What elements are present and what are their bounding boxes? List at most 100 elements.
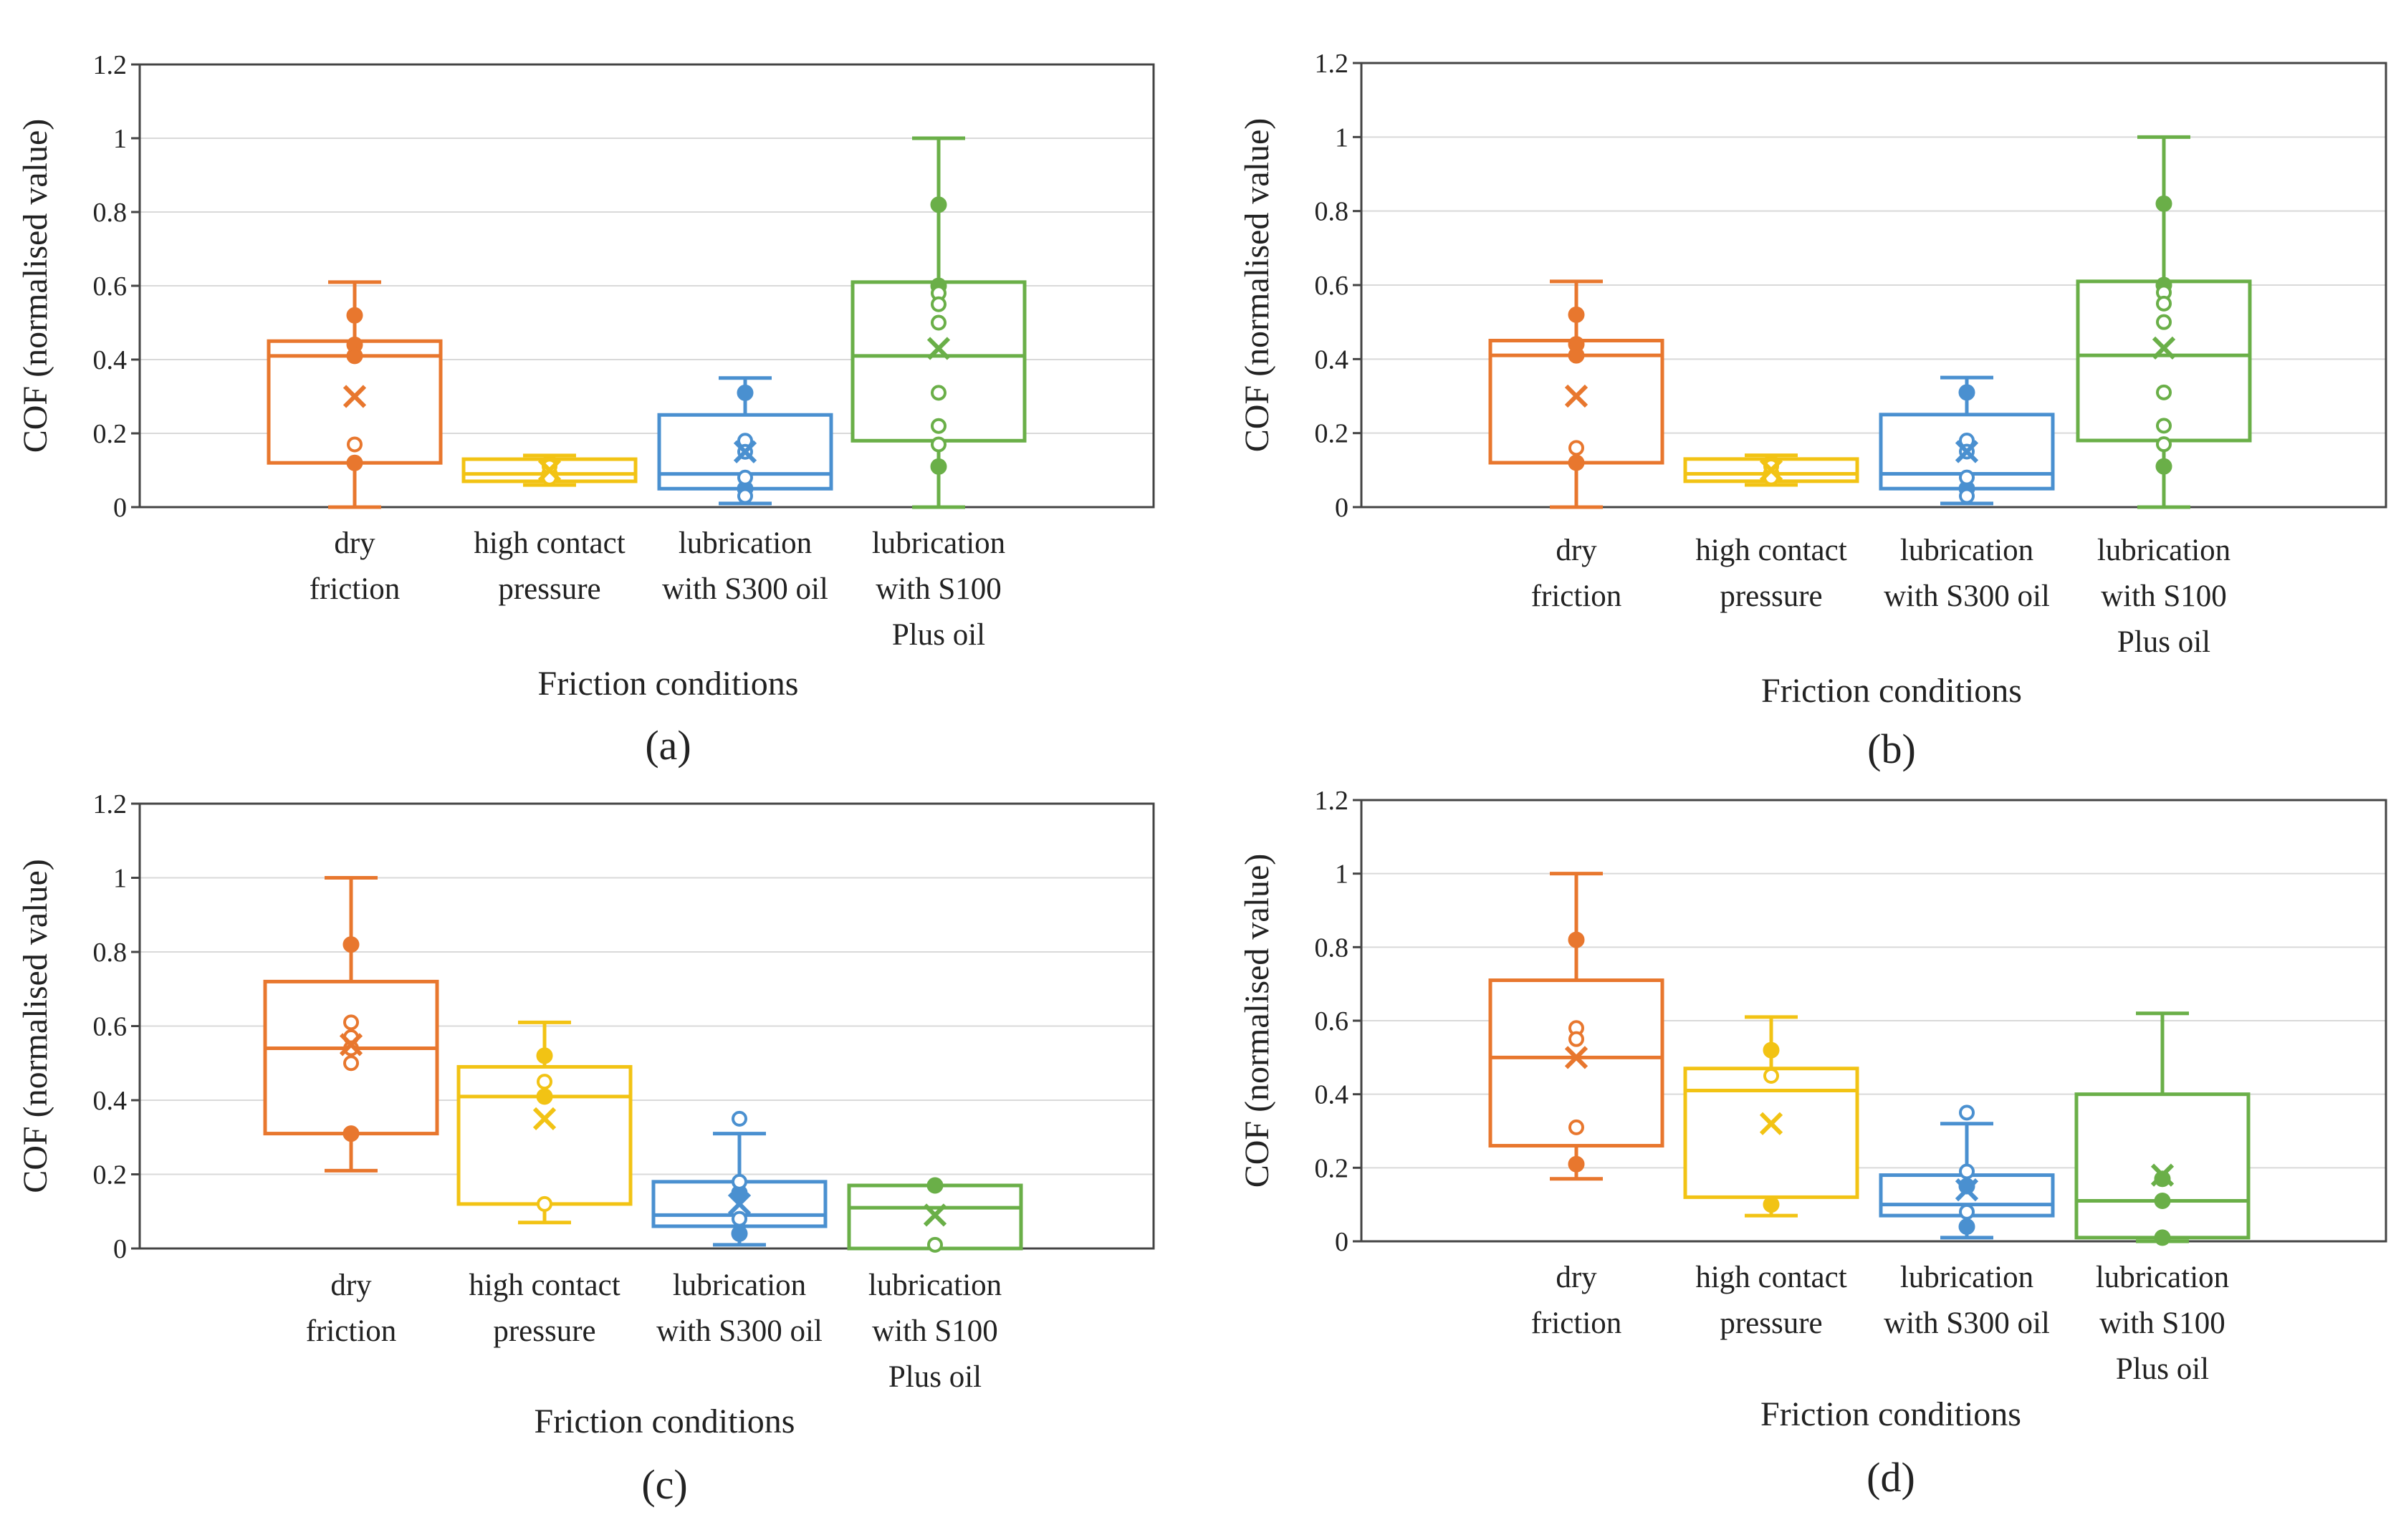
x-category-label-line: lubrication (1900, 1261, 2033, 1294)
x-category-label-line: friction (310, 572, 401, 606)
data-point-open (927, 1236, 943, 1253)
data-point (1958, 1218, 1975, 1235)
x-category-label-line: with S100 (2099, 1306, 2225, 1340)
data-point (346, 454, 363, 471)
y-tick-label: 0.4 (1315, 1080, 1349, 1110)
data-point (1568, 1155, 1585, 1173)
data-point (1568, 306, 1585, 323)
x-category-label-line: Plus oil (2116, 1352, 2209, 1386)
x-axis-title: Friction conditions (538, 665, 799, 703)
x-category-label: dry friction (1531, 1261, 1622, 1340)
chart-panel-b: 0 0.2 0.4 0.6 0.8 1 1.2 COF (normalised value) d… (1238, 49, 2387, 772)
mean-marker (339, 1033, 363, 1057)
box-high-contact-pressure (461, 453, 638, 487)
data-point (926, 1177, 944, 1194)
x-category-label-line: lubrication (2097, 534, 2230, 567)
panel-label: (a) (645, 722, 691, 769)
y-tick-label: 0.8 (1315, 197, 1349, 227)
chart-panel-c: 0 0.2 0.4 0.6 0.8 1 1.2 COF (normalised value) d… (16, 789, 1155, 1508)
data-point (731, 1225, 748, 1242)
data-point-open (737, 488, 753, 504)
data-point-open (732, 1110, 747, 1127)
mean-marker (1955, 440, 1979, 463)
x-axis-title: Friction conditions (535, 1402, 795, 1440)
data-point-open (1959, 469, 1975, 486)
x-category-label: lubrication with S100 Plus oil (2097, 534, 2230, 659)
data-point (2155, 458, 2172, 475)
iqr-box (1488, 978, 1664, 1148)
box-dry-friction (1488, 279, 1664, 509)
chart-panel-d: 0 0.2 0.4 0.6 0.8 1 1.2 COF (normalised value) d… (1238, 786, 2387, 1501)
y-tick-label: 0.4 (93, 345, 128, 375)
y-axis-title: COF (normalised value) (1238, 118, 1276, 453)
x-category-label: lubrication with S300 oil (1884, 534, 2050, 613)
plot-frame (1360, 62, 2387, 509)
data-point-open (2156, 418, 2172, 434)
x-category-label-line: high contact (474, 526, 625, 560)
data-point (930, 458, 947, 475)
data-point (2155, 195, 2172, 212)
x-category-label-line: with S100 (2101, 579, 2227, 613)
y-tick-label: 0.6 (93, 271, 128, 302)
mean-marker (727, 1192, 752, 1216)
x-category-label-line: with S300 oil (1884, 579, 2050, 613)
data-point (1568, 931, 1585, 948)
data-point-open (732, 1173, 747, 1190)
y-tick-label: 0 (113, 1234, 127, 1264)
data-point-open (343, 1014, 359, 1031)
box-lubrication-with-s100-plus-oil (2076, 135, 2252, 509)
y-tick-label: 0 (1335, 493, 1348, 523)
data-point (2154, 1170, 2171, 1188)
y-tick-label: 0 (1335, 1227, 1348, 1257)
mean-marker (733, 440, 757, 463)
data-point (342, 936, 360, 953)
data-point (346, 347, 363, 365)
x-category-label-line: high contact (1695, 1261, 1846, 1294)
x-category-label-line: Plus oil (892, 618, 985, 652)
y-tick-label: 0 (113, 493, 127, 523)
data-point (1763, 1196, 1780, 1213)
y-tick-label: 1 (1335, 122, 1348, 153)
x-category-label-line: pressure (1720, 1306, 1822, 1340)
box-lubrication-with-s300-oil (1879, 375, 2055, 506)
data-point-open (732, 1211, 747, 1227)
x-category-label-line: friction (1531, 579, 1622, 613)
box-dry-friction (1488, 872, 1664, 1181)
mean-marker (923, 1203, 947, 1227)
data-point-open (1568, 440, 1584, 456)
x-category-label-line: with S300 oil (662, 572, 828, 606)
data-point-open (1568, 1119, 1584, 1135)
data-point-open (537, 1195, 552, 1212)
box-dry-friction (263, 876, 439, 1173)
y-tick-label: 0.2 (93, 1160, 128, 1190)
data-point-open (1568, 1031, 1584, 1047)
box-lubrication-with-s100-plus-oil (847, 1177, 1023, 1253)
data-point-open (347, 436, 363, 453)
y-tick-label: 0.6 (1315, 271, 1349, 301)
x-category-label: lubrication with S300 oil (656, 1269, 823, 1348)
x-category-label: lubrication with S100 Plus oil (872, 526, 1005, 652)
y-axis-title: COF (normalised value) (16, 859, 54, 1193)
x-category-label-line: friction (306, 1314, 397, 1348)
x-category-label-line: dry (334, 526, 375, 560)
data-point-open (931, 418, 947, 434)
data-point (1568, 347, 1585, 364)
x-category-label-line: Plus oil (2117, 625, 2210, 659)
x-category-label: high contact pressure (474, 526, 625, 606)
y-tick-label: 0.8 (1315, 933, 1349, 963)
mean-marker (532, 1107, 557, 1131)
y-axis-title: COF (normalised value) (1238, 854, 1276, 1188)
iqr-box (1683, 1067, 1859, 1199)
plot-frame (1360, 799, 2387, 1243)
data-point-open (931, 296, 947, 312)
x-category-label-line: lubrication (2096, 1261, 2229, 1294)
x-axis-title: Friction conditions (1760, 1395, 2021, 1433)
x-category-label-line: lubrication (1900, 534, 2033, 567)
data-point (1763, 1041, 1780, 1059)
data-point-open (2156, 436, 2172, 453)
plot-frame (138, 63, 1155, 509)
x-category-label-line: dry (330, 1269, 372, 1302)
data-point-open (537, 1074, 552, 1090)
x-category-label-line: with S300 oil (656, 1314, 823, 1348)
data-point (2154, 1193, 2171, 1210)
